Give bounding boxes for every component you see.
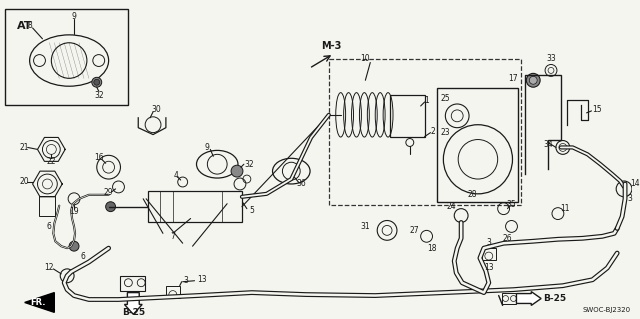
Text: 27: 27 <box>410 226 420 235</box>
Text: 8: 8 <box>28 21 32 31</box>
Bar <box>502 293 516 304</box>
Text: 19: 19 <box>69 207 79 216</box>
Text: 1: 1 <box>424 95 429 105</box>
Text: 20: 20 <box>20 177 29 187</box>
Bar <box>120 276 145 291</box>
Text: B-25: B-25 <box>543 294 566 303</box>
Text: 28: 28 <box>467 190 477 199</box>
Bar <box>148 191 242 222</box>
Text: 26: 26 <box>503 234 513 243</box>
Circle shape <box>69 241 79 251</box>
Text: 16: 16 <box>94 153 104 162</box>
Circle shape <box>92 77 102 87</box>
Text: FR.: FR. <box>30 298 45 307</box>
Text: 30: 30 <box>151 105 161 115</box>
Text: 13: 13 <box>198 275 207 284</box>
Text: B-25: B-25 <box>122 308 145 317</box>
Polygon shape <box>25 293 54 312</box>
Text: 36: 36 <box>296 180 306 189</box>
Circle shape <box>231 165 243 177</box>
FancyArrow shape <box>516 292 541 305</box>
Text: 32: 32 <box>94 91 104 100</box>
Text: 6: 6 <box>81 252 85 261</box>
Circle shape <box>94 79 100 85</box>
Text: 35: 35 <box>507 200 516 209</box>
Text: 13: 13 <box>484 263 493 272</box>
Text: 2: 2 <box>430 127 435 136</box>
Text: 3: 3 <box>183 276 188 285</box>
FancyArrow shape <box>124 293 142 314</box>
Bar <box>166 286 180 298</box>
Text: 14: 14 <box>630 180 639 189</box>
Text: 11: 11 <box>560 204 570 213</box>
Text: 9: 9 <box>205 143 210 152</box>
Text: 12: 12 <box>45 263 54 272</box>
Bar <box>390 95 424 137</box>
Text: 32: 32 <box>245 160 255 169</box>
Text: 24: 24 <box>447 202 456 211</box>
Text: 7: 7 <box>170 232 175 241</box>
Text: 4: 4 <box>173 171 178 180</box>
Text: M-3: M-3 <box>321 41 341 51</box>
Text: 21: 21 <box>20 143 29 152</box>
Text: 15: 15 <box>593 105 602 115</box>
Text: 34: 34 <box>543 140 553 149</box>
Text: 9: 9 <box>72 11 77 21</box>
Bar <box>5 9 129 105</box>
Circle shape <box>106 202 116 211</box>
Text: AT: AT <box>17 21 32 31</box>
Text: 5: 5 <box>250 206 254 215</box>
Text: 22: 22 <box>47 157 56 166</box>
Bar <box>438 88 518 202</box>
Text: 3: 3 <box>486 238 492 247</box>
Circle shape <box>526 73 540 87</box>
Bar <box>482 248 496 260</box>
Bar <box>40 196 55 216</box>
Text: 6: 6 <box>47 222 52 231</box>
Text: SWOC-BJ2320: SWOC-BJ2320 <box>582 308 631 313</box>
Text: 29: 29 <box>104 188 113 197</box>
Text: 25: 25 <box>440 93 450 103</box>
Text: 17: 17 <box>509 74 518 83</box>
Text: 18: 18 <box>427 244 436 253</box>
Circle shape <box>529 76 537 84</box>
Text: 33: 33 <box>546 54 556 63</box>
Text: 23: 23 <box>440 128 450 137</box>
Text: 3: 3 <box>627 194 632 203</box>
Text: 31: 31 <box>360 222 370 231</box>
Bar <box>329 59 522 205</box>
Text: 10: 10 <box>360 54 370 63</box>
